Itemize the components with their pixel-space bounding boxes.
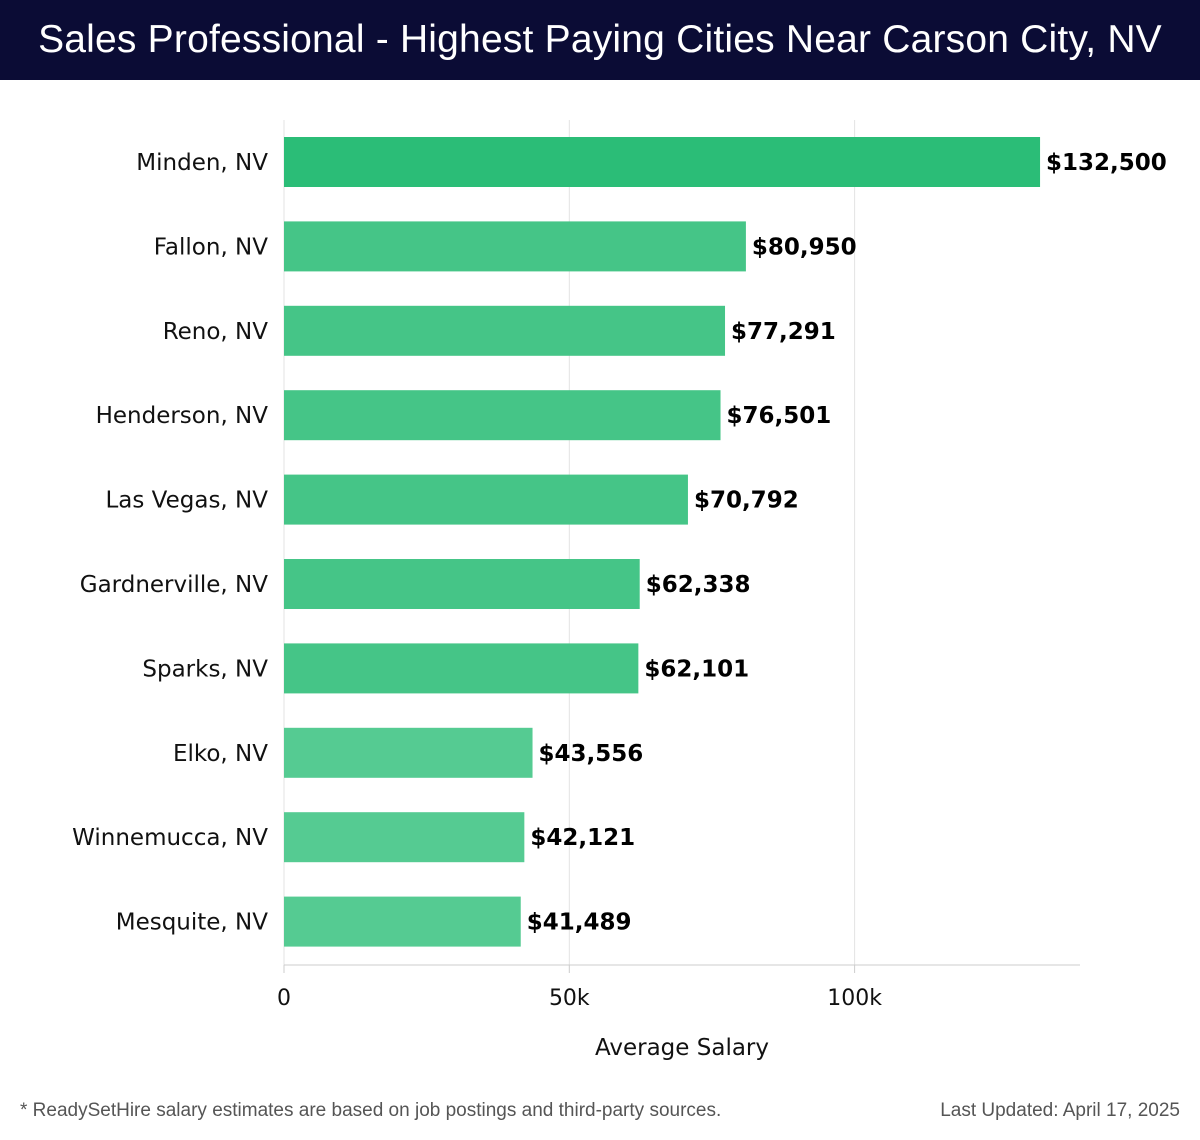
category-label: Sparks, NV — [142, 656, 268, 682]
category-label: Mesquite, NV — [116, 910, 269, 936]
bar — [284, 559, 640, 609]
title-bar: Sales Professional - Highest Paying Citi… — [0, 0, 1200, 80]
bar — [284, 896, 521, 947]
category-label: Reno, NV — [163, 319, 269, 345]
category-label: Gardnerville, NV — [80, 572, 269, 598]
bar — [284, 474, 688, 525]
value-label: $76,501 — [727, 403, 832, 429]
footnote: * ReadySetHire salary estimates are base… — [20, 1100, 722, 1121]
bar — [284, 812, 525, 863]
x-tick-label: 100k — [827, 986, 882, 1011]
category-label: Minden, NV — [136, 150, 268, 176]
category-label: Winnemucca, NV — [72, 825, 268, 851]
bar — [284, 643, 639, 694]
value-label: $80,950 — [752, 234, 857, 260]
value-label: $42,121 — [530, 825, 635, 851]
value-label: $77,291 — [731, 319, 836, 345]
value-label: $41,489 — [527, 910, 632, 936]
value-label: $43,556 — [539, 741, 644, 767]
value-label: $62,101 — [644, 656, 749, 682]
labels: Minden, NV $132,500 Fallon, NV $80,950 Reno,… — [72, 150, 1167, 936]
category-label: Fallon, NV — [154, 234, 268, 260]
x-tick-label: 0 — [277, 986, 291, 1011]
value-label: $62,338 — [646, 572, 751, 598]
value-label: $70,792 — [694, 488, 799, 514]
bar — [284, 727, 533, 778]
x-tick-label: 50k — [549, 986, 590, 1011]
category-label: Henderson, NV — [96, 403, 269, 429]
x-axis: 0 50k 100k — [277, 964, 1080, 1011]
category-label: Elko, NV — [173, 741, 268, 767]
last-updated: Last Updated: April 17, 2025 — [940, 1100, 1180, 1121]
bar-chart: Minden, NV $132,500 Fallon, NV $80,950 Reno,… — [72, 120, 1167, 1061]
bar — [284, 137, 1041, 187]
category-label: Las Vegas, NV — [105, 488, 268, 514]
value-label: $132,500 — [1046, 150, 1167, 176]
x-axis-title: Average Salary — [595, 1035, 769, 1061]
bar — [284, 221, 746, 272]
chart-title: Sales Professional - Highest Paying Citi… — [38, 18, 1162, 61]
bar — [284, 390, 721, 441]
bar — [284, 305, 726, 356]
bars — [284, 137, 1041, 947]
